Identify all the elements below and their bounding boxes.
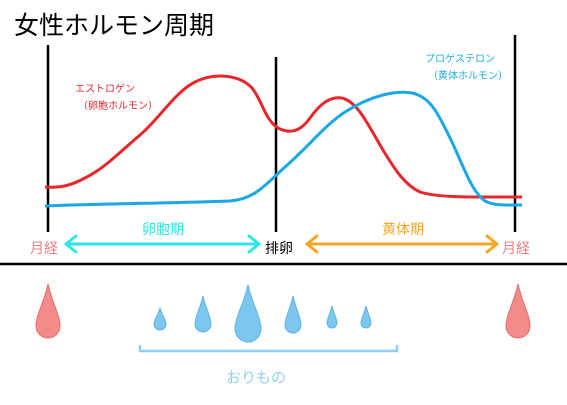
- follicular-label: 卵胞期: [142, 222, 184, 238]
- estrogen-label: エストロゲン: [75, 83, 135, 95]
- drop: [284, 295, 302, 334]
- luteal-label: 黄体期: [382, 221, 424, 238]
- discharge-label: おりもの: [226, 369, 286, 387]
- menstruation-label: 月経: [502, 241, 530, 257]
- drop: [234, 284, 262, 343]
- drop: [194, 295, 212, 333]
- drop: [360, 305, 372, 329]
- drop: [326, 305, 338, 329]
- title: 女性ホルモン周期: [14, 11, 214, 40]
- estrogen-subtitle: （卵胞ホルモン）: [78, 100, 158, 112]
- progesterone-subtitle: （黄体ホルモン）: [428, 69, 508, 82]
- progesterone-curve: [44, 90, 523, 208]
- bracket: [138, 345, 399, 353]
- luteal-arrow: [305, 234, 499, 254]
- drops: [35, 283, 531, 343]
- drop: [153, 306, 167, 331]
- ovulation-label: 排卵: [265, 241, 293, 257]
- follicular-arrow: [64, 234, 261, 254]
- drop: [35, 283, 61, 339]
- estrogen-curve: [44, 74, 523, 199]
- progesterone-label: プロゲステロン: [425, 53, 495, 65]
- menstruation-label: 月経: [30, 241, 58, 257]
- drop: [505, 283, 531, 339]
